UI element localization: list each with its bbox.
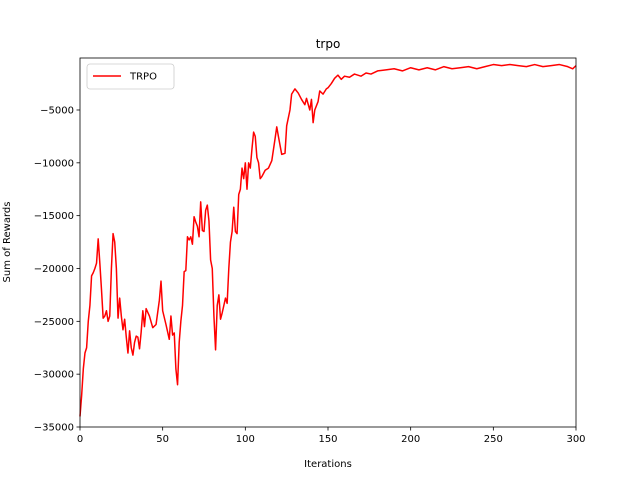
legend-box xyxy=(86,63,175,90)
y-tick-label: −20000 xyxy=(34,264,74,275)
x-tick-label: 0 xyxy=(77,434,83,445)
axes-frame xyxy=(79,57,577,428)
y-tick-label: −10000 xyxy=(34,158,74,169)
y-tick-label: −25000 xyxy=(34,317,74,328)
line-series xyxy=(79,63,577,417)
x-axis-label: Iterations xyxy=(304,459,352,470)
x-tick-label: 50 xyxy=(156,434,169,445)
x-tick-label: 150 xyxy=(318,434,337,445)
y-tick-label: −15000 xyxy=(34,211,74,222)
legend-label: TRPO xyxy=(129,72,157,83)
x-tick-label: 300 xyxy=(566,434,585,445)
x-tick-label: 100 xyxy=(236,434,255,445)
y-tick-label: −5000 xyxy=(40,105,74,116)
x-tick-label: 200 xyxy=(401,434,420,445)
y-tick-label: −30000 xyxy=(34,370,74,381)
y-tick-label: −35000 xyxy=(34,423,74,434)
x-tick-label: 250 xyxy=(484,434,503,445)
chart-title: trpo xyxy=(316,37,341,51)
y-axis-label: Sum of Rewards xyxy=(2,202,13,283)
